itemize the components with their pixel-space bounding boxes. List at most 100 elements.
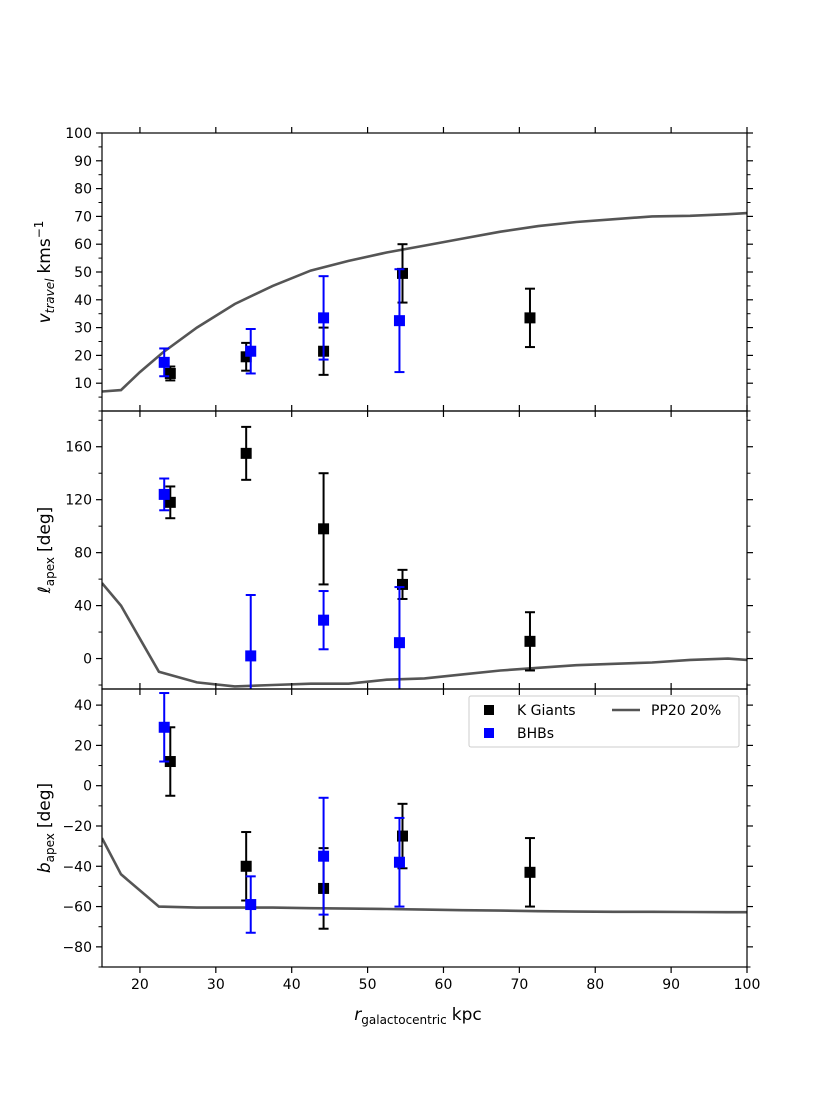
- y-label-vtravel-unit: kms: [35, 238, 55, 273]
- point-bhbs: [158, 477, 170, 512]
- marker-kgiants: [164, 756, 176, 768]
- y-tick-label: 50: [74, 265, 92, 281]
- marker-bhbs: [158, 488, 170, 500]
- marker-kgiants: [524, 312, 536, 324]
- legend-label-kgiants: K Giants: [517, 703, 576, 719]
- legend-marker-kgiants: [484, 705, 494, 715]
- marker-bhbs: [158, 721, 170, 733]
- x-axis-label-main: r: [354, 1005, 362, 1025]
- y-label-bapex-main: b: [35, 862, 55, 873]
- point-bhbs: [245, 594, 257, 689]
- point-kgiants: [524, 287, 536, 349]
- plot-area: 10 20 30 40 50 60 70 80 90 100 0 40 80 120 160 −80 −60 −4…: [62, 126, 760, 993]
- marker-kgiants: [396, 830, 408, 842]
- y-axis-label-bapex: bapex [deg]: [35, 783, 57, 873]
- x-tick-label: 30: [207, 977, 225, 993]
- point-bhbs: [318, 275, 330, 361]
- point-kgiants: [240, 425, 252, 481]
- y-tick-label: 40: [74, 599, 92, 615]
- y-tick-label: −40: [62, 859, 92, 875]
- y-axis-label-lapex: ℓapex [deg]: [35, 507, 57, 595]
- y-tick-label: 10: [74, 376, 92, 392]
- marker-kgiants: [164, 367, 176, 379]
- marker-bhbs: [393, 856, 405, 868]
- marker-bhbs: [318, 312, 330, 324]
- x-axis-label: rgalactocentric kpc: [354, 1005, 481, 1027]
- legend-frame: [468, 695, 740, 748]
- marker-kgiants: [164, 496, 176, 508]
- point-bhbs: [158, 692, 170, 763]
- marker-kgiants: [524, 635, 536, 647]
- y-tick-label: 120: [65, 493, 92, 509]
- y-label-lapex-main: ℓ: [35, 586, 55, 594]
- panel-vtravel: 10 20 30 40 50 60 70 80 90 100: [65, 126, 753, 417]
- x-tick-label: 100: [734, 977, 761, 993]
- marker-bhbs: [245, 899, 257, 911]
- y-tick-label: 20: [74, 348, 92, 364]
- legend-label-bhbs: BHBs: [517, 726, 554, 742]
- point-kgiants: [164, 365, 176, 382]
- y-tick-label: 20: [74, 738, 92, 754]
- axes-frame: [101, 410, 748, 690]
- x-tick-label: 50: [359, 977, 377, 993]
- point-bhbs: [158, 347, 170, 378]
- y-tick-label: 70: [74, 209, 92, 225]
- marker-bhbs: [318, 850, 330, 862]
- x-tick-label: 90: [662, 977, 680, 993]
- point-bhbs: [393, 586, 405, 689]
- point-bhbs: [245, 327, 257, 375]
- y-tick-label: −80: [62, 940, 92, 956]
- y-tick-label: −20: [62, 819, 92, 835]
- y-label-lapex-sub: apex: [43, 557, 57, 586]
- model-line-pp20: [102, 837, 747, 914]
- y-tick-label: 90: [74, 154, 92, 170]
- y-tick-label: 100: [65, 126, 92, 142]
- legend: K Giants BHBs PP20 20%: [468, 695, 740, 748]
- panel-bapex: −80 −60 −40 −20 0 20 40 20 30 40 50 60 70 80 90 100: [62, 683, 760, 993]
- x-axis-label-sub: galactocentric: [361, 1013, 446, 1027]
- y-label-vtravel-sup: −1: [32, 221, 46, 239]
- y-tick-label: 0: [83, 652, 92, 668]
- y-label-bapex-unit: [deg]: [35, 783, 55, 828]
- x-tick-label: 40: [283, 977, 301, 993]
- x-tick-label: 60: [435, 977, 453, 993]
- point-bhbs: [393, 816, 405, 908]
- axes-frame: [101, 688, 748, 968]
- y-tick-label: 80: [74, 182, 92, 198]
- marker-kgiants: [318, 523, 330, 535]
- marker-bhbs: [245, 650, 257, 662]
- y-label-vtravel-sub: travel: [43, 278, 57, 313]
- y-tick-label: 30: [74, 321, 92, 337]
- y-tick-label: −60: [62, 900, 92, 916]
- x-axis-label-unit: kpc: [452, 1005, 482, 1025]
- marker-bhbs: [245, 345, 257, 357]
- model-line-pp20: [102, 582, 747, 688]
- x-tick-label: 20: [131, 977, 149, 993]
- y-tick-label: 0: [83, 779, 92, 795]
- point-kgiants: [164, 485, 176, 520]
- y-label-bapex-sub: apex: [43, 833, 57, 862]
- marker-bhbs: [158, 356, 170, 368]
- marker-kgiants: [240, 447, 252, 459]
- y-axis-label-vtravel: vtravel kms−1: [32, 221, 57, 324]
- y-tick-label: 40: [74, 698, 92, 714]
- y-tick-label: 40: [74, 293, 92, 309]
- axes-frame: [101, 132, 748, 412]
- point-bhbs: [318, 796, 330, 916]
- marker-kgiants: [524, 866, 536, 878]
- marker-bhbs: [393, 315, 405, 327]
- y-label-vtravel-main: v: [35, 312, 55, 323]
- legend-label-pp20: PP20 20%: [651, 703, 721, 719]
- y-tick-label: 160: [65, 440, 92, 456]
- point-bhbs: [245, 875, 257, 934]
- marker-bhbs: [393, 637, 405, 649]
- point-bhbs: [318, 590, 330, 651]
- marker-kgiants: [396, 267, 408, 279]
- marker-bhbs: [318, 614, 330, 626]
- marker-kgiants: [396, 578, 408, 590]
- marker-kgiants: [240, 860, 252, 872]
- y-tick-label: 80: [74, 546, 92, 562]
- x-tick-label: 80: [586, 977, 604, 993]
- legend-marker-bhbs: [484, 728, 494, 738]
- x-tick-label: 70: [510, 977, 528, 993]
